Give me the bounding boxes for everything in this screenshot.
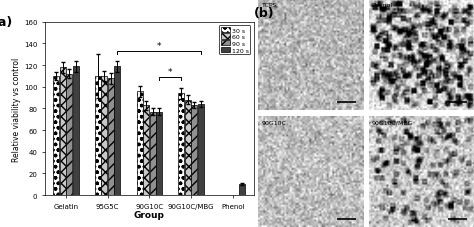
Text: 90G10C/MBG: 90G10C/MBG [372, 120, 413, 125]
Bar [73, 67, 79, 195]
Bar [53, 77, 59, 195]
Text: TCPS: TCPS [262, 3, 277, 8]
X-axis label: Group: Group [134, 210, 165, 219]
Bar [191, 106, 197, 195]
Bar [178, 94, 184, 195]
Bar [239, 184, 246, 195]
Bar [149, 112, 155, 195]
Text: 90G10C: 90G10C [262, 120, 286, 125]
Text: *: * [157, 42, 161, 51]
Bar [198, 105, 204, 195]
Text: *: * [168, 68, 173, 77]
Bar [95, 77, 101, 195]
Bar [66, 74, 72, 195]
Bar [108, 79, 114, 195]
Text: Phenol: Phenol [372, 3, 393, 8]
Legend: 30 s, 60 s, 90 s, 120 s: 30 s, 60 s, 90 s, 120 s [219, 26, 250, 55]
Bar [101, 77, 108, 195]
Y-axis label: Relative viability vs control: Relative viability vs control [12, 57, 21, 161]
Bar [137, 92, 143, 195]
Text: (a): (a) [0, 16, 13, 29]
Text: (b): (b) [254, 7, 274, 20]
Bar [156, 112, 162, 195]
Bar [185, 100, 191, 195]
Bar [143, 106, 149, 195]
Bar [114, 67, 120, 195]
Bar [60, 68, 66, 195]
